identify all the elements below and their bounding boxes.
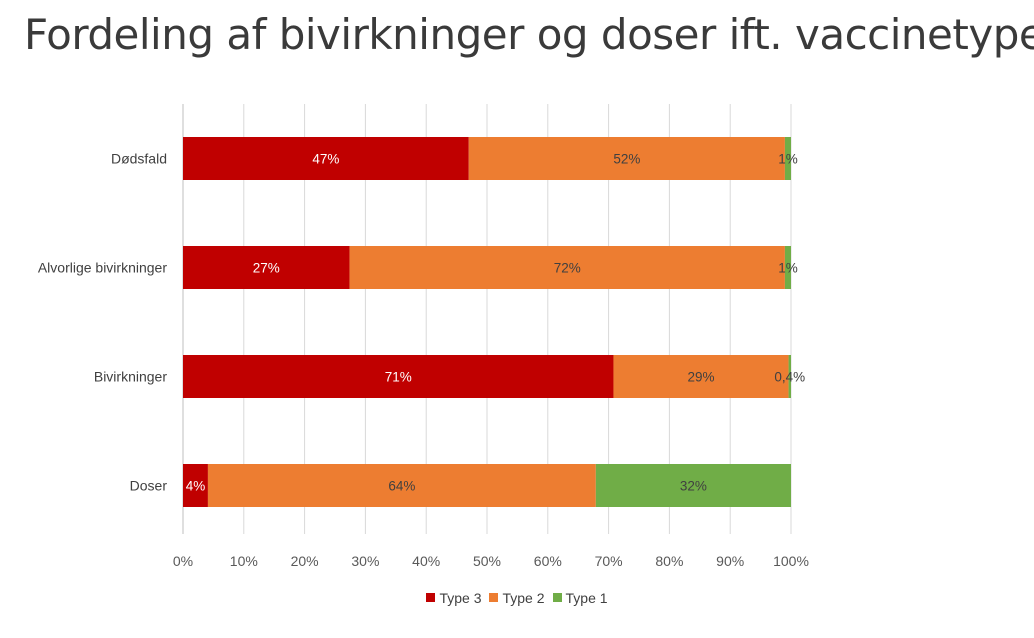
legend-swatch [552,593,562,602]
x-tick-label: 70% [595,553,623,569]
x-tick-label: 100% [773,553,809,569]
legend-item-type-3: Type 3 [426,590,481,606]
category-labels: Dødsfald Alvorlige bivirkninger Bivirkning… [38,151,168,494]
x-tick-label: 30% [351,553,379,569]
data-label: 32% [680,479,707,494]
bar-segment-type-1 [784,246,791,289]
bar-row-doser: 4% 64% 32% [183,464,791,507]
data-label: 52% [613,152,640,167]
x-tick-label: 50% [473,553,501,569]
data-label: 1% [778,152,798,167]
bar-segment-type-1 [788,355,791,398]
x-tick-label: 60% [534,553,562,569]
data-label: 27% [253,261,280,276]
category-label: Alvorlige bivirkninger [38,260,168,276]
x-tick-label: 80% [655,553,683,569]
data-label: 1% [778,261,798,276]
x-tick-label: 20% [291,553,319,569]
bars: 47% 52% 1% 27% 72% 1% 71% 29% 0,4% 4% 64% 32% [183,137,805,507]
bar-row-alvorlige-bivirkninger: 27% 72% 1% [183,246,798,289]
x-tick-label: 0% [173,553,193,569]
legend-swatch [426,593,436,602]
data-label: 71% [385,370,412,385]
bar-segment-type-2 [349,246,785,289]
x-tick-labels: 0% 10% 20% 30% 40% 50% 60% 70% 80% 90% 100% [173,553,809,569]
stacked-bar-chart: 47% 52% 1% 27% 72% 1% 71% 29% 0,4% 4% 64% 32% Dødsf… [38,104,809,569]
legend-label: Type 1 [565,589,608,606]
bar-segment-type-3 [183,137,469,180]
data-label: 0,4% [774,370,805,385]
legend-item-type-2: Type 2 [489,589,545,606]
bar-row-bivirkninger: 71% 29% 0,4% [183,355,805,398]
data-label: 4% [186,479,206,494]
x-tick-label: 40% [412,553,440,569]
category-label: Doser [130,478,168,494]
bar-segment-type-3 [183,246,350,289]
chart-title: Fordeling af bivirkninger og doser ift. … [24,10,1034,59]
legend: Type 3 Type 2 Type 1 [0,589,1034,607]
data-label: 29% [688,370,715,385]
bar-segment-type-2 [468,137,785,180]
bar-segment-type-1 [595,464,791,507]
bar-row-dødsfald: 47% 52% 1% [183,137,798,180]
x-tick-label: 90% [716,553,744,569]
data-label: 47% [312,152,339,167]
category-label: Dødsfald [111,151,167,167]
bar-segment-type-2 [613,355,789,398]
bar-segment-type-1 [784,137,791,180]
category-label: Bivirkninger [94,369,167,385]
x-tick-label: 10% [230,553,258,569]
legend-label: Type 3 [439,589,482,606]
data-label: 72% [554,261,581,276]
data-label: 64% [388,479,415,494]
legend-label: Type 2 [502,589,545,606]
bar-segment-type-2 [207,464,596,507]
legend-swatch [489,593,499,602]
legend-item-type-1: Type 1 [552,589,608,606]
bar-segment-type-3 [183,464,208,507]
bar-segment-type-3 [183,355,614,398]
